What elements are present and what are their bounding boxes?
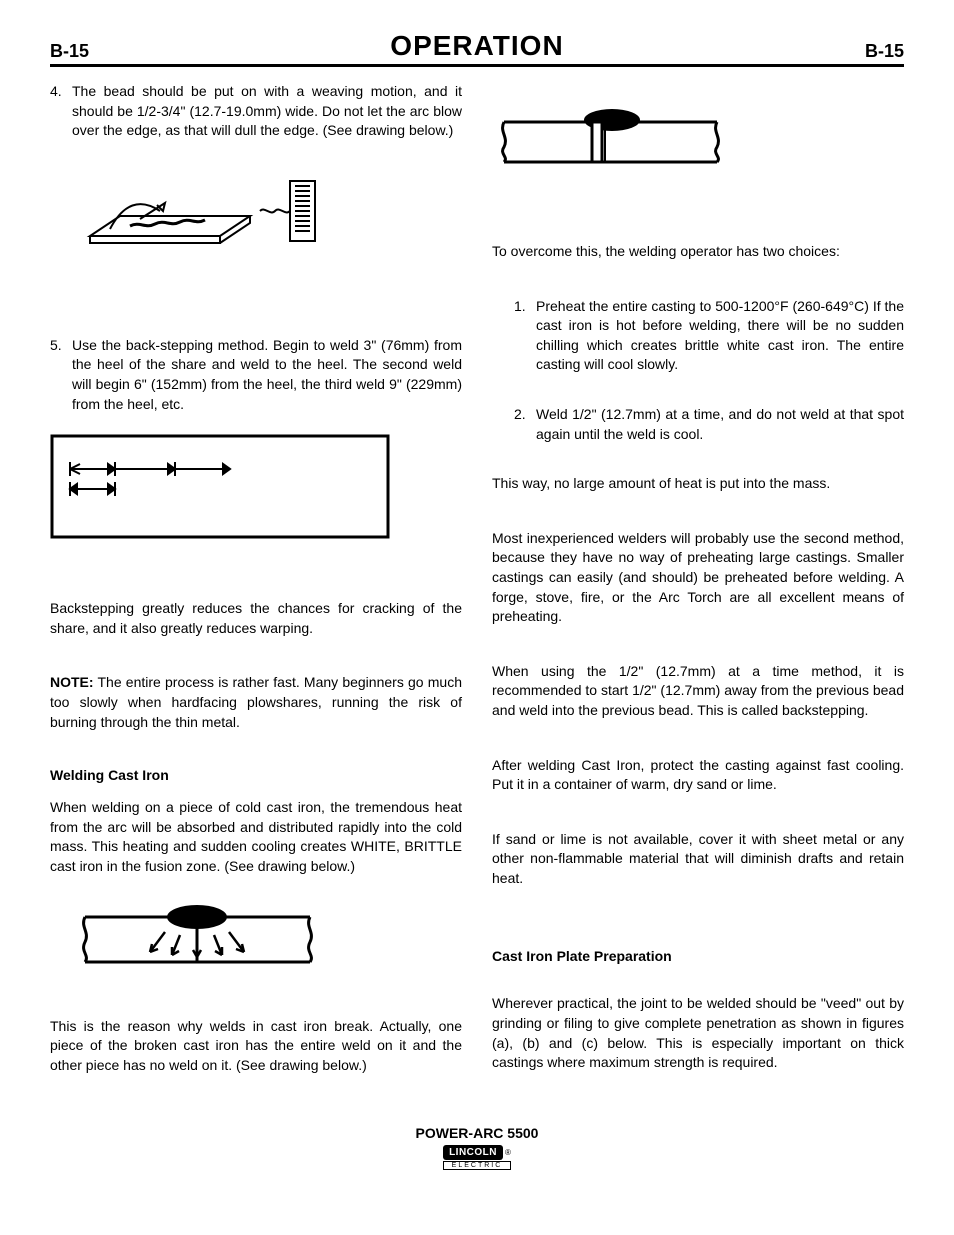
logo-registered: ® [505,1148,511,1157]
logo-sub-text: ELECTRIC [443,1161,511,1170]
para-when-using: When using the 1/2" (12.7mm) at a time m… [492,662,904,721]
list-text: The bead should be put on with a weaving… [72,82,462,141]
para-heat: This way, no large amount of heat is put… [492,474,904,494]
subhead-plate-prep: Cast Iron Plate Preparation [492,948,904,964]
weaving-icon [70,161,330,261]
list-item-5: 5. Use the back-stepping method. Begin t… [50,336,462,414]
header-right-label: B-15 [865,41,904,62]
header-left-label: B-15 [50,41,89,62]
para-cast-iron-2: This is the reason why welds in cast iro… [50,1017,462,1076]
left-column: 4. The bead should be put on with a weav… [50,82,462,1095]
page-header: B-15 OPERATION B-15 [50,30,904,67]
figure-backstep [50,434,462,544]
list-item-r2: 2. Weld 1/2" (12.7mm) at a time, and do … [492,405,904,444]
list-item-r1: 1. Preheat the entire casting to 500-120… [492,297,904,375]
list-number: 2. [514,405,536,444]
footer-product-title: POWER-ARC 5500 [50,1125,904,1141]
list-text: Weld 1/2" (12.7mm) at a time, and do not… [536,405,904,444]
para-backstepping: Backstepping greatly reduces the chances… [50,599,462,638]
figure-castiron-heat [70,897,462,987]
figure-weaving [70,161,462,266]
list-text: Preheat the entire casting to 500-1200°F… [536,297,904,375]
header-title: OPERATION [390,30,563,62]
para-cast-iron-1: When welding on a piece of cold cast iro… [50,798,462,876]
para-after-welding: After welding Cast Iron, protect the cas… [492,756,904,795]
castiron-heat-icon [70,897,330,982]
lincoln-logo: LINCOLN ® ELECTRIC [443,1145,511,1170]
subhead-welding-cast-iron: Welding Cast Iron [50,767,462,783]
para-sand-lime: If sand or lime is not available, cover … [492,830,904,889]
right-column: To overcome this, the welding operator h… [492,82,904,1095]
logo-main-text: LINCOLN [443,1145,503,1160]
note-paragraph: NOTE: The entire process is rather fast.… [50,673,462,732]
page-footer: POWER-ARC 5500 LINCOLN ® ELECTRIC [50,1125,904,1172]
castiron-break-icon [492,102,732,182]
para-inexperienced: Most inexperienced welders will probably… [492,529,904,627]
list-number: 1. [514,297,536,375]
figure-castiron-break [492,102,904,187]
note-text: The entire process is rather fast. Many … [50,674,462,729]
list-number: 4. [50,82,72,141]
para-overcome: To overcome this, the welding operator h… [492,242,904,262]
list-text: Use the back-stepping method. Begin to w… [72,336,462,414]
list-number: 5. [50,336,72,414]
backstep-icon [50,434,390,539]
note-label: NOTE: [50,674,94,690]
para-plate-prep: Wherever practical, the joint to be weld… [492,994,904,1072]
list-item-4: 4. The bead should be put on with a weav… [50,82,462,141]
